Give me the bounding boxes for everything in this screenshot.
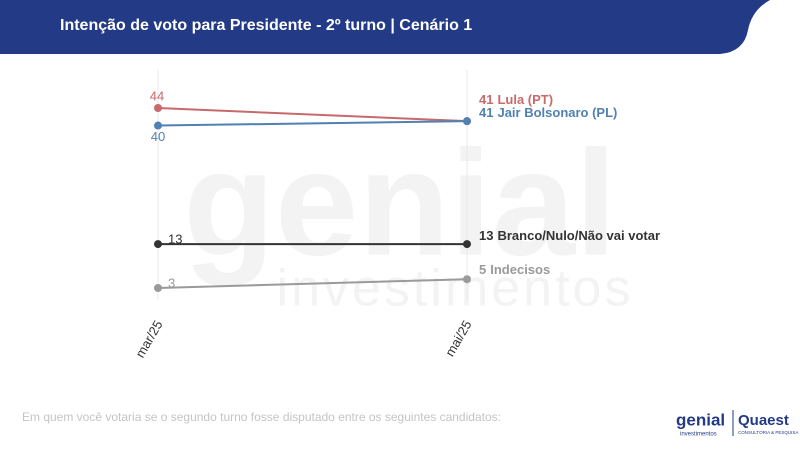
data-label: 44	[150, 88, 164, 103]
series-line	[157, 278, 468, 289]
data-label: 13	[479, 229, 493, 244]
end-label: 13 Branco/Nulo/Não vai votar	[479, 229, 660, 244]
logo: Quaest	[738, 412, 789, 429]
point	[154, 104, 162, 112]
data-label: 3	[168, 275, 175, 290]
legend-label: Indecisos	[490, 263, 550, 278]
series-line	[157, 120, 468, 127]
logo: CONSULTORIA & PESQUISA	[738, 430, 798, 435]
point	[463, 240, 471, 249]
data-label: 41	[479, 106, 493, 121]
legend-label: Branco/Nulo/Não vai votar	[497, 229, 660, 244]
data-label: 5	[479, 263, 486, 278]
point	[154, 284, 162, 292]
data-label: 40	[151, 129, 165, 144]
header-band	[0, 0, 770, 54]
end-label: 41 Jair Bolsonaro (PL)	[479, 106, 617, 121]
point	[154, 121, 162, 130]
end-label: 5 Indecisos	[479, 263, 550, 278]
logo: genial	[676, 410, 725, 429]
watermark: investimentos	[277, 260, 634, 318]
title: Intenção de voto para Presidente - 2º tu…	[60, 17, 472, 34]
point	[463, 117, 471, 126]
legend-label: Lula (PT)	[497, 93, 553, 108]
x-tick-label: mai/25	[442, 318, 475, 359]
point	[463, 275, 471, 284]
watermark: genial	[183, 119, 616, 287]
data-label: 41	[479, 93, 493, 108]
point	[154, 240, 162, 249]
x-tick-label: mar/25	[132, 318, 165, 361]
logo: investimentos	[680, 432, 717, 438]
series-line	[157, 107, 468, 123]
end-label: 41 Lula (PT)	[479, 93, 553, 108]
data-label: 13	[168, 232, 182, 247]
footer-note: Em quem você votaria se o segundo turno …	[22, 410, 501, 424]
legend-label: Jair Bolsonaro (PL)	[497, 106, 617, 121]
